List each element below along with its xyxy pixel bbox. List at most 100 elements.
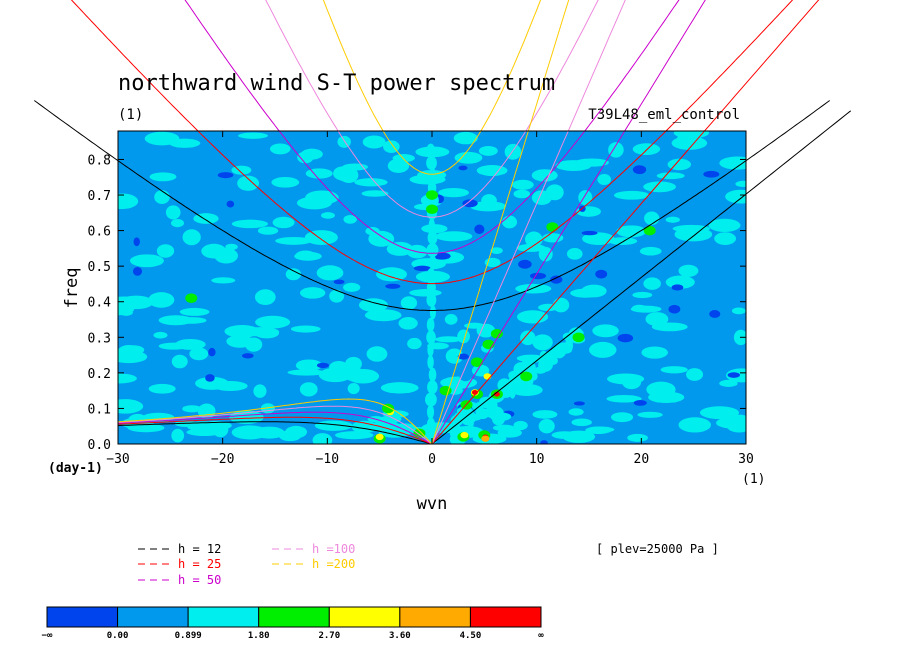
heatmap-cell (171, 218, 184, 228)
heatmap-cell (633, 400, 647, 406)
heatmap-cell (149, 172, 177, 182)
colorbar-label: 4.50 (460, 631, 482, 641)
colorbar-swatch (187, 606, 260, 628)
heatmap-cell (312, 433, 333, 444)
heatmap-cell (426, 417, 436, 432)
heatmap-cell (538, 418, 555, 434)
heatmap-cell (719, 379, 738, 387)
heatmap-cell (427, 342, 434, 357)
heatmap-cell (195, 376, 229, 390)
x-tick-label: 0 (428, 452, 436, 467)
heatmap-cell (550, 275, 563, 284)
colorbar-label: 3.60 (389, 631, 411, 641)
heatmap-cell (581, 284, 607, 298)
heatmap-cell (470, 201, 506, 212)
heatmap-cell (617, 333, 634, 343)
heatmap-cell (438, 187, 469, 198)
heatmap-cell (413, 265, 431, 272)
heatmap-cell (668, 304, 681, 314)
heatmap-cell (231, 219, 269, 229)
heatmap-cell (484, 406, 504, 419)
heatmap-cell (386, 241, 414, 256)
heatmap-cell (392, 154, 415, 163)
y-tick-label: 0.8 (88, 153, 111, 168)
heatmap-cell (321, 212, 335, 219)
heatmap-cell (127, 423, 165, 433)
heatmap-cell (632, 143, 661, 156)
heatmap-cell (644, 211, 660, 226)
heatmap-cell (427, 355, 434, 370)
experiment-label: T39L48_eml_control (588, 107, 740, 123)
heatmap-cell (297, 151, 314, 164)
heatmap-cell (480, 396, 492, 409)
heatmap-cell (673, 131, 710, 139)
title-unit: (1) (118, 107, 143, 123)
heatmap-cell (476, 408, 490, 420)
heatmap-cell (568, 408, 584, 416)
x-tick-label: 20 (634, 452, 650, 467)
colorbar-swatch (117, 606, 189, 628)
heatmap-cell (525, 231, 543, 248)
dispersion-curve (70, 0, 794, 285)
heatmap-cell (703, 170, 720, 178)
heatmap-cell (501, 428, 521, 438)
heatmap-cell (132, 266, 143, 276)
heatmap-cell (719, 156, 746, 170)
heatmap-cell (450, 414, 464, 426)
heatmap-cell (426, 156, 437, 171)
heatmap-cell (450, 427, 462, 435)
colorbar-label: 0.899 (175, 631, 202, 641)
heatmap-cell (400, 296, 418, 310)
heatmap-cell (482, 339, 495, 350)
heatmap-cell (538, 246, 553, 262)
heatmap-cell (467, 418, 474, 428)
heatmap-cell (532, 410, 558, 419)
heatmap-cell (660, 366, 688, 374)
dispersion-curve (431, 110, 852, 445)
heatmap-cell (648, 391, 685, 403)
heatmap-cell (426, 317, 435, 332)
heatmap-cell (129, 254, 164, 268)
heatmap-cell (294, 251, 322, 261)
heatmap-cell (608, 142, 624, 158)
heatmap-cell (429, 168, 437, 183)
heatmap-cell (426, 143, 436, 158)
x-unit-label: (1) (742, 472, 765, 487)
heatmap-cell (515, 283, 552, 294)
y-tick-label: 0.2 (88, 367, 111, 382)
heatmap-cell (474, 224, 485, 235)
heatmap-cell (238, 132, 268, 139)
colorbar-swatch (399, 606, 471, 628)
heatmap-cell (287, 369, 326, 376)
dispersion-curve (431, 0, 570, 445)
heatmap-cell (643, 181, 676, 193)
heatmap-cell (460, 431, 469, 439)
heatmap-cell (665, 216, 680, 223)
heatmap-cell (574, 158, 609, 167)
heatmap-cell (538, 358, 553, 372)
heatmap-cell (607, 373, 645, 385)
colorbar-label: 0.00 (107, 631, 129, 641)
heatmap-cell (643, 277, 661, 290)
x-tick-label: 30 (738, 452, 754, 467)
heatmap-cell (269, 143, 291, 155)
dispersion-curve (117, 411, 433, 445)
heatmap-cell (610, 412, 634, 423)
heatmap-cell (413, 428, 426, 439)
legend-label: h =100 (312, 542, 355, 556)
dispersion-curve (265, 0, 599, 218)
heatmap-cell (375, 433, 384, 441)
heatmap-cell (457, 353, 469, 360)
heatmap-cell (376, 267, 408, 282)
heatmap-cell (387, 158, 410, 173)
heatmap-cell (678, 417, 712, 433)
heatmap-cell (278, 430, 302, 442)
heatmap-cell (242, 353, 254, 359)
y-tick-label: 0.6 (88, 225, 111, 240)
heatmap-cell (354, 178, 388, 187)
heatmap-field (118, 131, 746, 444)
heatmap-cell (345, 356, 362, 371)
colorbar-label: −∞ (42, 631, 53, 641)
heatmap-cell (296, 196, 332, 210)
